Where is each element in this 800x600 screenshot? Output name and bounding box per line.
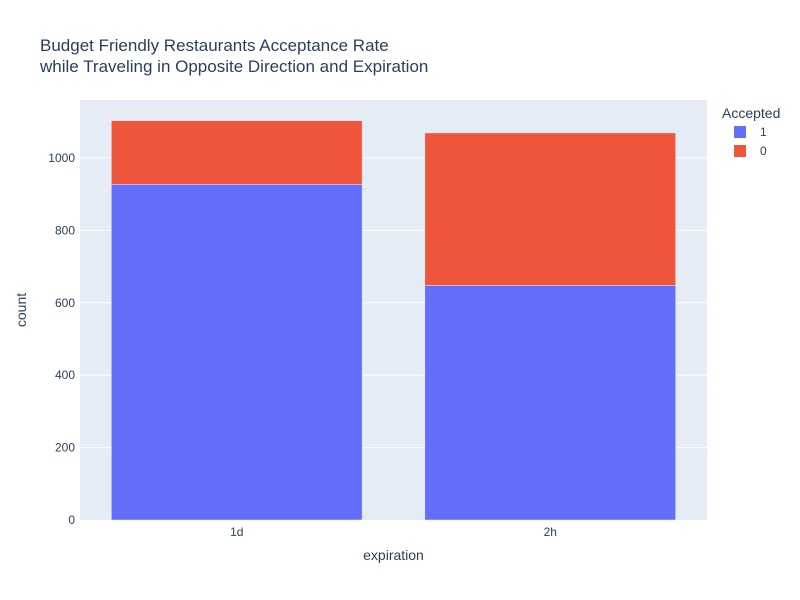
legend-label: 1	[760, 125, 767, 139]
y-tick-label: 400	[55, 368, 75, 382]
legend-item-0[interactable]: 0	[734, 144, 767, 158]
y-tick-label: 600	[55, 296, 75, 310]
chart-title: Budget Friendly Restaurants Acceptance R…	[40, 36, 389, 55]
bar-2h-accepted-0[interactable]	[424, 132, 676, 286]
legend-label: 0	[760, 144, 767, 158]
legend: Accepted 10	[722, 105, 780, 158]
legend-items: 10	[734, 125, 767, 158]
x-tick-label: 2h	[544, 525, 557, 539]
legend-swatch	[734, 126, 746, 138]
legend-title: Accepted	[722, 105, 780, 121]
y-tick-label: 0	[68, 513, 75, 527]
y-tick-label: 1000	[48, 151, 75, 165]
x-tick-label: 1d	[230, 525, 243, 539]
x-axis-title: expiration	[363, 547, 424, 563]
bar-2h-accepted-1[interactable]	[424, 285, 676, 521]
y-tick-label: 200	[55, 441, 75, 455]
chart-subtitle: while Traveling in Opposite Direction an…	[39, 57, 428, 76]
y-axis-title: count	[13, 293, 29, 327]
y-tick-label: 800	[55, 223, 75, 237]
legend-swatch	[734, 145, 746, 157]
x-tick-labels: 1d 2h	[230, 525, 557, 539]
bars	[111, 120, 676, 521]
bar-1d-accepted-0[interactable]	[111, 120, 363, 185]
legend-item-1[interactable]: 1	[734, 125, 767, 139]
bar-1d-accepted-1[interactable]	[111, 184, 363, 521]
y-tick-labels: 0 200 400 600 800 1000	[48, 151, 75, 527]
